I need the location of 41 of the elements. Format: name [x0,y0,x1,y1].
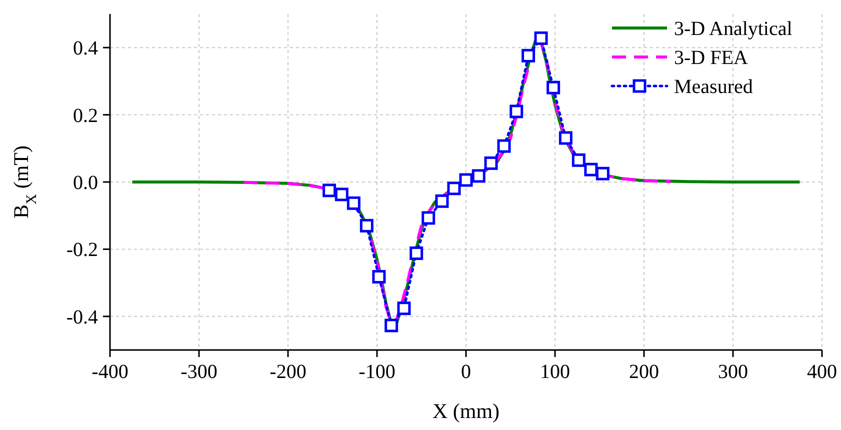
x-tick-label: -400 [92,361,128,383]
point [435,194,449,208]
point [334,188,348,202]
point [534,31,548,45]
x-tick-label: -200 [270,361,306,383]
point [422,211,436,225]
x-tick-label: 100 [540,361,570,383]
point [360,218,374,232]
point [484,156,498,170]
legend-label: 3-D Analytical [674,18,793,40]
point [510,104,524,118]
point [346,196,360,210]
point [546,80,560,94]
point [459,173,473,187]
point [584,162,598,176]
point [410,246,424,260]
legend-label: Measured [674,76,753,98]
y-tick-label: 0.2 [73,104,98,127]
point [497,139,511,153]
y-tick-label: -0.4 [66,306,98,328]
x-tick-label: 0 [461,361,471,383]
x-tick-label: 300 [718,361,748,383]
point [596,166,610,180]
point [397,302,411,316]
x-tick-label: 200 [629,361,659,383]
y-tick-label: -0.2 [66,239,98,262]
point [558,131,572,145]
point [372,270,386,284]
y-tick-label: 0.4 [73,38,98,60]
y-tick-label: 0.0 [73,172,98,194]
point [522,48,536,62]
point [472,169,486,183]
x-tick-label: -100 [358,361,396,383]
point [572,153,586,167]
x-tick-label: 400 [807,361,837,383]
point [322,184,336,198]
point [447,182,461,196]
x-tick-label: -300 [180,361,218,383]
x-axis-title: X (mm) [432,399,500,423]
point [384,318,398,332]
legend-label: 3-D FEA [674,47,748,69]
